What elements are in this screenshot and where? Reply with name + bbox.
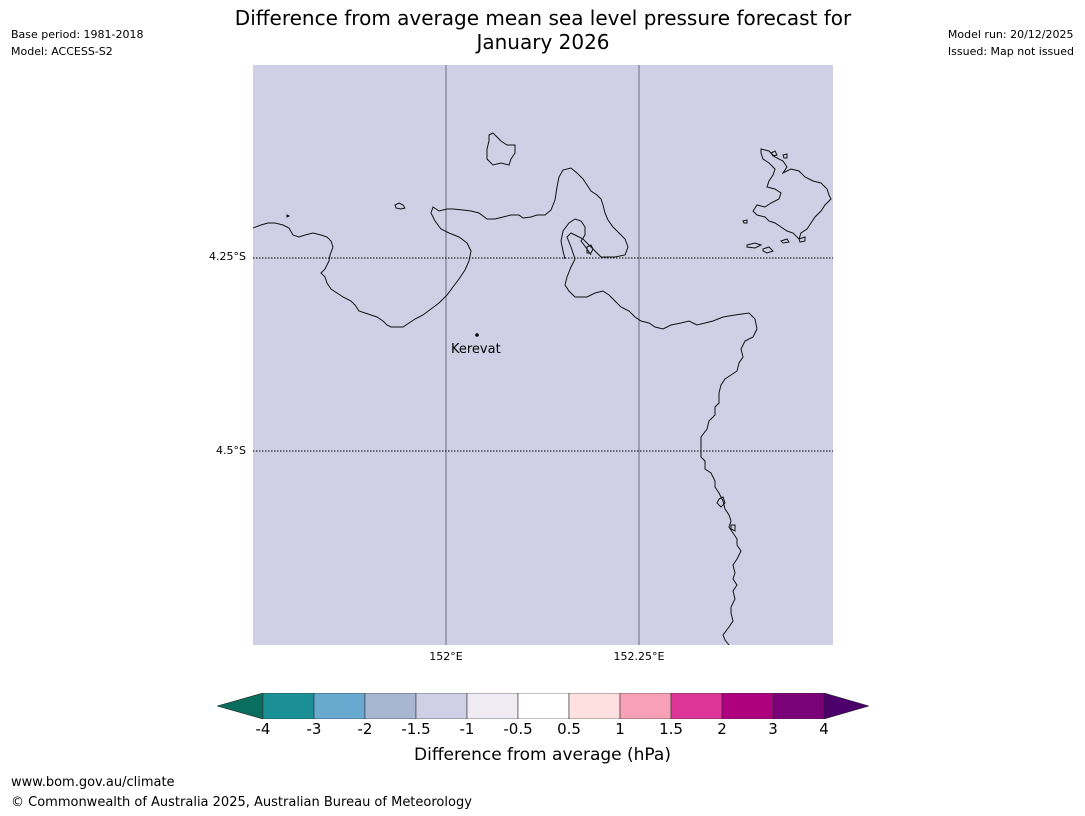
colorbar-under-arrow xyxy=(217,693,264,719)
colorbar-tick-label: 3 xyxy=(768,720,778,738)
colorbar-segment xyxy=(517,693,570,719)
coastline-main xyxy=(253,167,758,645)
colorbar-segment xyxy=(670,693,723,719)
base-period-text: Base period: 1981-2018 xyxy=(11,28,144,41)
kerevat-label: Kerevat xyxy=(451,342,501,357)
island-small-west xyxy=(394,202,406,210)
island-ne-7 xyxy=(742,219,748,224)
coastline-inlet xyxy=(560,218,592,260)
colorbar-segment xyxy=(721,693,774,719)
colorbar-tick-label: -0.5 xyxy=(503,720,533,738)
island-ne-6 xyxy=(782,153,788,159)
islet-east-1 xyxy=(716,496,726,508)
map-metadata-right: Model run: 20/12/2025 Issued: Map not is… xyxy=(948,26,1074,60)
colorbar-tick-label: -1.5 xyxy=(401,720,431,738)
colorbar-tick-label: 2 xyxy=(717,720,727,738)
colorbar-segment xyxy=(364,693,417,719)
colorbar xyxy=(217,693,869,719)
island-ne-5 xyxy=(770,150,778,157)
island-north xyxy=(486,132,516,166)
lon-label-152e: 152°E xyxy=(429,650,463,663)
map-title-line1: Difference from average mean sea level p… xyxy=(234,6,852,30)
colorbar-segment xyxy=(772,693,825,719)
coastline-northeast xyxy=(752,148,832,240)
colorbar-tick-label: -1 xyxy=(459,720,475,738)
colorbar-segment xyxy=(568,693,621,719)
lat-label-4-25s: 4.25°S xyxy=(209,250,246,263)
colorbar-over-arrow xyxy=(823,693,869,719)
island-ne-3 xyxy=(780,238,790,244)
colorbar-tick-label: -2 xyxy=(357,720,373,738)
kerevat-marker xyxy=(475,333,479,337)
island-ne-4 xyxy=(798,236,806,243)
model-text: Model: ACCESS-S2 xyxy=(11,45,113,58)
map-title-line2: January 2026 xyxy=(476,30,610,54)
islet-east-2 xyxy=(730,524,736,532)
lat-label-4-5s: 4.5°S xyxy=(216,444,246,457)
colorbar-title: Difference from average (hPa) xyxy=(414,745,671,765)
colorbar-segment xyxy=(466,693,519,719)
colorbar-tick-label: 1 xyxy=(615,720,625,738)
colorbar-tick-label: -4 xyxy=(255,720,271,738)
map-canvas xyxy=(253,65,833,645)
island-ne-2 xyxy=(762,246,774,254)
island-ne-8 xyxy=(286,214,291,218)
colorbar-segment xyxy=(415,693,468,719)
footer-url[interactable]: www.bom.gov.au/climate xyxy=(11,775,175,790)
island-ne-1 xyxy=(746,242,763,249)
colorbar-segment xyxy=(262,693,315,719)
island-inlet xyxy=(586,244,594,254)
lon-label-152-25e: 152.25°E xyxy=(613,650,665,663)
map-panel xyxy=(253,65,833,645)
model-run-text: Model run: 20/12/2025 xyxy=(947,28,1074,41)
issued-text: Issued: Map not issued xyxy=(947,45,1074,58)
colorbar-tick-label: 0.5 xyxy=(557,720,581,738)
map-title: Difference from average mean sea level p… xyxy=(200,6,886,54)
map-metadata-left: Base period: 1981-2018 Model: ACCESS-S2 xyxy=(11,26,143,60)
footer-copyright: © Commonwealth of Australia 2025, Austra… xyxy=(11,795,472,810)
colorbar-tick-label: 4 xyxy=(819,720,829,738)
colorbar-segment xyxy=(313,693,366,719)
colorbar-tick-label: -3 xyxy=(306,720,322,738)
colorbar-segment xyxy=(619,693,672,719)
colorbar-tick-label: 1.5 xyxy=(659,720,683,738)
